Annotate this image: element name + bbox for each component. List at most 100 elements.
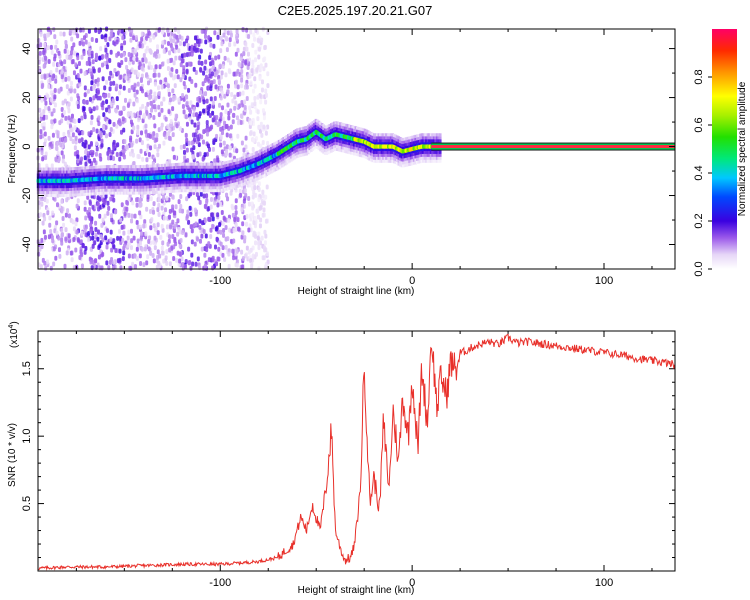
spectrogram-cell bbox=[264, 233, 268, 239]
spectrogram-cell bbox=[243, 215, 247, 221]
spectrogram-cell bbox=[143, 246, 147, 252]
spectrogram-cell bbox=[184, 114, 188, 120]
spectrogram-cell bbox=[130, 142, 134, 148]
spectrogram-cell bbox=[152, 223, 156, 229]
spectrogram-cell bbox=[162, 48, 166, 54]
spectrogram-cell bbox=[175, 44, 179, 50]
spectrogram-cell bbox=[190, 239, 194, 245]
spectrogram-cell bbox=[108, 148, 112, 154]
spectrogram-cell bbox=[42, 229, 46, 235]
spectrogram-cell bbox=[138, 253, 142, 259]
spectrogram-cell bbox=[178, 208, 182, 214]
spectrogram-cell bbox=[51, 238, 55, 244]
spectrogram-cell bbox=[161, 40, 165, 46]
spectrogram-cell bbox=[234, 51, 238, 57]
spectrogram-cell bbox=[72, 30, 76, 36]
spectrogram-cell bbox=[112, 197, 116, 203]
spectrogram-cell bbox=[152, 209, 156, 215]
spectrogram-cell bbox=[228, 145, 232, 151]
spectrogram-cell bbox=[67, 115, 71, 121]
spectrogram-cell bbox=[194, 48, 198, 54]
spectrogram-cell bbox=[138, 43, 142, 49]
spectrogram-cell bbox=[190, 140, 194, 146]
spectrogram-cell bbox=[235, 115, 239, 121]
spectrogram-cell bbox=[133, 69, 137, 75]
spectrogram-cell bbox=[195, 102, 199, 108]
spectrogram-cell bbox=[92, 85, 96, 91]
spectrogram-cell bbox=[103, 85, 107, 91]
spectrogram-cell bbox=[171, 88, 175, 94]
spectrogram-cell bbox=[115, 123, 119, 129]
spectrogram-cell bbox=[60, 227, 64, 233]
spectrogram-cell bbox=[195, 128, 199, 134]
spectrogram-cell bbox=[199, 89, 203, 95]
spectrogram-cell bbox=[52, 61, 56, 67]
spectrogram-cell bbox=[122, 148, 126, 154]
spectrogram-cell bbox=[196, 134, 200, 140]
spectrogram-cell bbox=[118, 62, 122, 68]
spectrogram-cell bbox=[205, 120, 209, 126]
spectrogram-cell bbox=[240, 140, 244, 146]
spectrogram-cell bbox=[183, 52, 187, 58]
spectrogram-cell bbox=[178, 55, 182, 61]
spectrogram-cell bbox=[125, 206, 129, 212]
spectrogram-cell bbox=[177, 29, 181, 35]
spectrogram-cell bbox=[217, 246, 221, 252]
spectrogram-cell bbox=[122, 243, 126, 249]
spectrogram-cell bbox=[169, 72, 173, 78]
spectrogram-cell bbox=[121, 35, 125, 41]
spectrogram-cell bbox=[91, 235, 95, 241]
spectrogram-cell bbox=[53, 196, 57, 202]
spectrogram-cell bbox=[234, 222, 238, 228]
spectrogram-cell bbox=[235, 79, 239, 85]
spectrogram-cell bbox=[118, 110, 122, 116]
spectrogram-cell bbox=[193, 35, 197, 41]
spectrogram-cell bbox=[107, 92, 111, 98]
spectrogram-cell bbox=[90, 114, 94, 120]
spectrogram-cell bbox=[179, 144, 183, 150]
spectrogram-cell bbox=[204, 59, 208, 65]
spectrogram-cell bbox=[220, 90, 224, 96]
spectrogram-cell bbox=[241, 27, 245, 33]
spectrogram-cell bbox=[240, 83, 244, 89]
spectrogram-cell bbox=[140, 246, 144, 252]
spectrogram-cell bbox=[140, 65, 144, 71]
spectrogram-cell bbox=[194, 211, 198, 217]
spectrogram-cell bbox=[247, 201, 251, 207]
spectrogram-cell bbox=[121, 256, 125, 262]
spectrogram-cell bbox=[39, 129, 43, 135]
spectrogram-cell bbox=[97, 206, 101, 212]
spectrogram-cell bbox=[124, 57, 128, 63]
spectrogram-cell bbox=[215, 261, 219, 267]
spectrogram-cell bbox=[149, 209, 153, 215]
spectrogram-cell bbox=[164, 116, 168, 122]
spectrogram-cell bbox=[245, 46, 249, 52]
spectrogram-cell bbox=[217, 54, 221, 60]
spectrogram-cell bbox=[216, 122, 220, 128]
spectrogram-cell bbox=[73, 88, 77, 94]
spectrogram-cell bbox=[76, 149, 80, 155]
spectrogram-cell bbox=[259, 143, 263, 149]
spectrogram-cell bbox=[110, 217, 114, 223]
spectrogram-cell bbox=[139, 86, 143, 92]
spectrogram-cell bbox=[96, 89, 100, 95]
spectrogram-cell bbox=[183, 155, 187, 161]
spectrogram-cell bbox=[226, 89, 230, 95]
spectrogram-cell bbox=[160, 84, 164, 90]
spectrogram-cell bbox=[136, 81, 140, 87]
spectrogram-cell bbox=[129, 119, 133, 125]
spectrogram-cell bbox=[256, 94, 260, 100]
spectrogram-cell bbox=[211, 146, 215, 152]
spectrogram-cell bbox=[231, 98, 235, 104]
spectrogram-cell bbox=[40, 112, 44, 118]
spectrogram-cell bbox=[124, 97, 128, 103]
spectrogram-cell bbox=[44, 59, 48, 65]
spectrogram-cell bbox=[233, 41, 237, 47]
spectrogram-cell bbox=[224, 72, 228, 78]
spectrogram-cell bbox=[114, 108, 118, 114]
spectrogram-cell bbox=[43, 131, 47, 137]
spectrogram-cell bbox=[250, 213, 254, 219]
spectrogram-cell bbox=[123, 139, 127, 145]
spectrogram-cell bbox=[153, 81, 157, 87]
spectrogram-cell bbox=[252, 131, 256, 137]
